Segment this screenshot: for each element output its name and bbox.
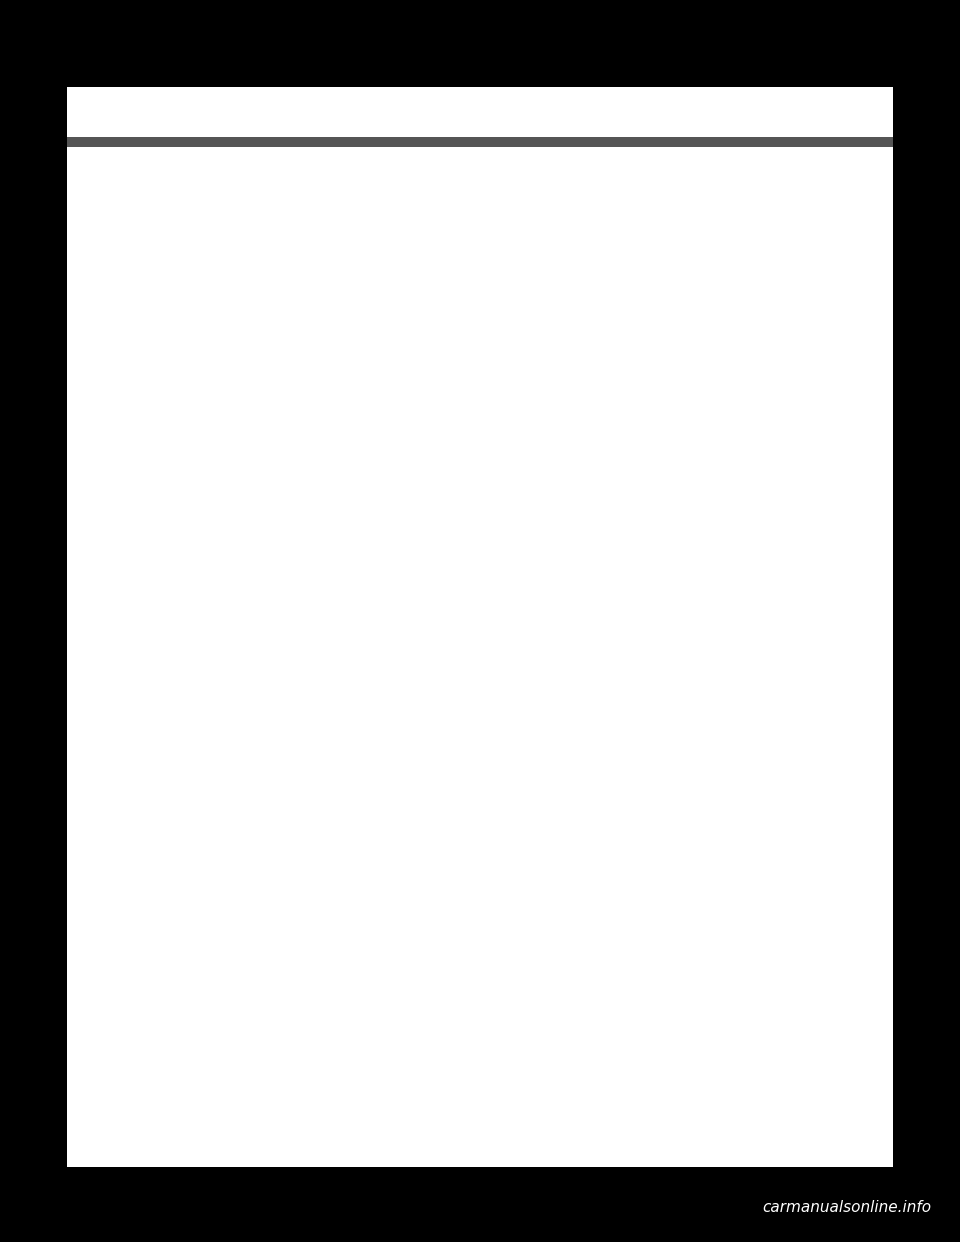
Text: Outlet, rear footwell: Outlet, rear footwell <box>249 1082 376 1092</box>
Bar <box>356 964 430 1032</box>
Text: Ventilation Flap: Ventilation Flap <box>645 964 744 974</box>
Text: carmanualsonline.info: carmanualsonline.info <box>762 1200 931 1215</box>
Text: •: • <box>129 801 137 815</box>
Text: Engine temperature, RPM, KL61, KL50, compressor request, auxiliary fan request,
: Engine temperature, RPM, KL61, KL50, com… <box>150 758 695 789</box>
Text: Defrost Flap: Defrost Flap <box>299 888 375 898</box>
Text: 2001 model year changes: 2001 model year changes <box>67 1197 212 1207</box>
Text: The IHKR provides operating current to the washer jet heaters
based on outside t: The IHKR provides operating current to t… <box>235 582 751 628</box>
Text: •: • <box>129 758 137 771</box>
Text: Heater Core: Heater Core <box>695 1148 770 1158</box>
Circle shape <box>220 928 311 1047</box>
Text: Rear Window Defroster:: Rear Window Defroster: <box>121 284 301 298</box>
Text: •: • <box>88 284 98 299</box>
Text: •: • <box>88 582 98 597</box>
Text: The rear window defroster is controlled via a request from
the button on the pan: The rear window defroster is controlled … <box>249 284 844 433</box>
Text: Washer Jet Heating:: Washer Jet Heating: <box>121 582 271 595</box>
Bar <box>100 866 860 1108</box>
Text: Diagnosis and coding  (DIS/MoDiC): Diagnosis and coding (DIS/MoDiC) <box>150 828 381 841</box>
Text: Outside temperature KL15 and road speed (KOMBI): Outside temperature KL15 and road speed … <box>150 801 492 815</box>
Text: 16: 16 <box>67 1185 84 1197</box>
Text: •: • <box>129 828 137 841</box>
FancyBboxPatch shape <box>162 936 749 1081</box>
Polygon shape <box>496 974 604 1022</box>
Text: The IHKR control module communicates with the DME via the K-Bus/KOMBI/CAN Bus
li: The IHKR control module communicates wit… <box>100 160 662 207</box>
Text: Blower: Blower <box>166 964 209 974</box>
Text: Stratification flap: Stratification flap <box>661 1049 772 1059</box>
Text: •: • <box>88 696 98 710</box>
Circle shape <box>243 958 288 1017</box>
Text: Evaporator: Evaporator <box>175 1233 244 1242</box>
Text: K-Bus Communication:: K-Bus Communication: <box>121 696 289 708</box>
Text: Left side of IHKR case: Left side of IHKR case <box>100 888 237 898</box>
Text: The IHKR control unit is on the vehicle K-bus and receives
and sends information: The IHKR control unit is on the vehicle … <box>232 696 621 725</box>
Text: Outlet, Rear compartment: Outlet, Rear compartment <box>595 1038 759 1048</box>
